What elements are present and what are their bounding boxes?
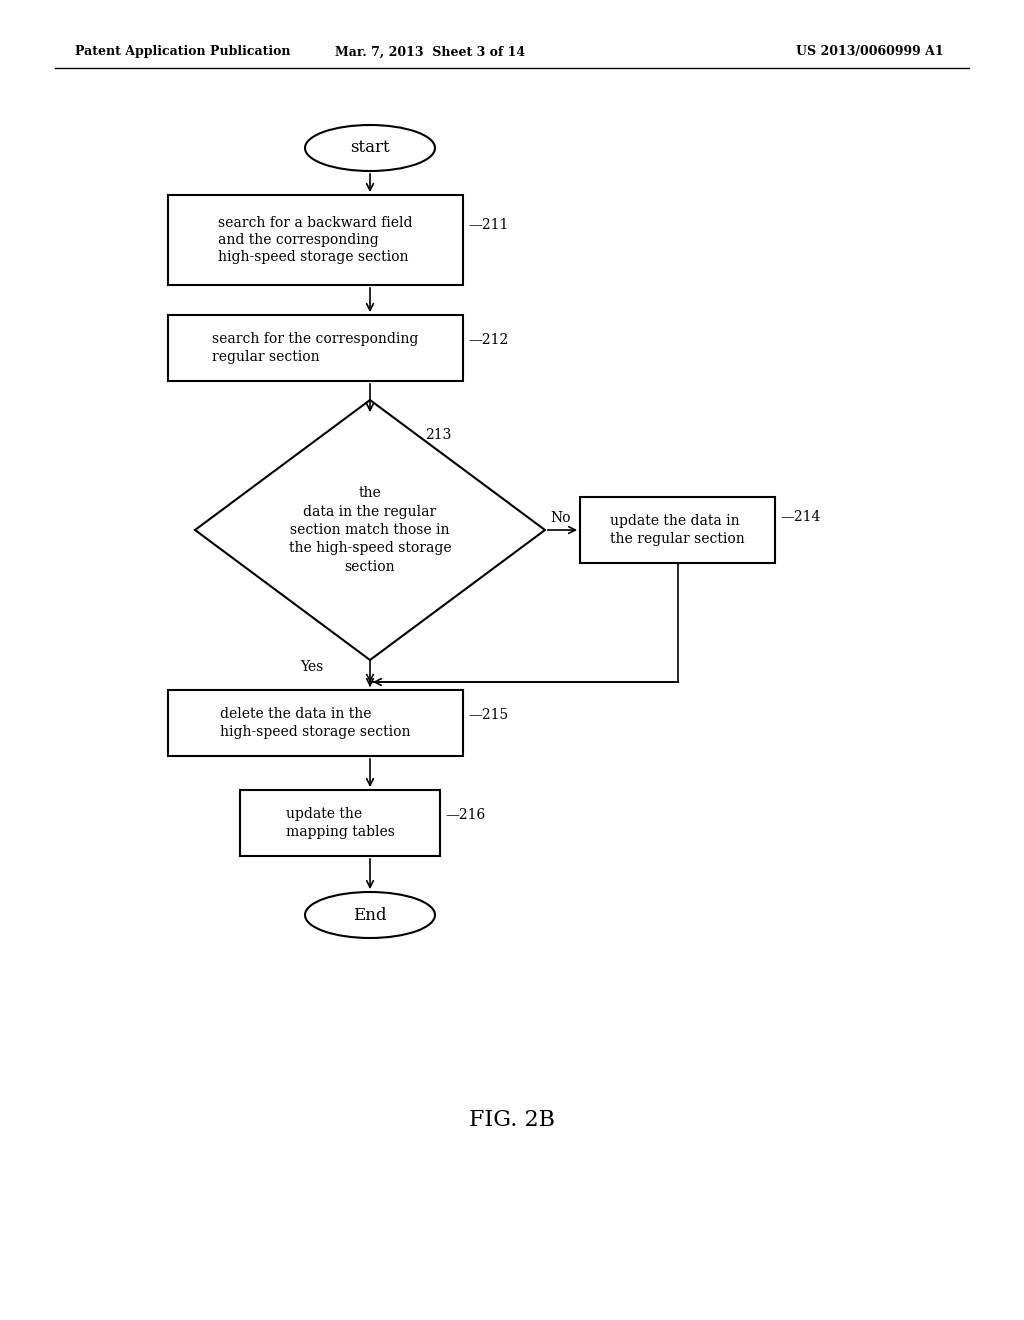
Text: —211: —211 [468,218,508,232]
Text: End: End [353,907,387,924]
Text: Patent Application Publication: Patent Application Publication [75,45,291,58]
Text: US 2013/0060999 A1: US 2013/0060999 A1 [797,45,944,58]
Text: the
data in the regular
section match those in
the high-speed storage
section: the data in the regular section match th… [289,486,452,574]
Text: —215: —215 [468,708,508,722]
Bar [168,690,463,756]
Text: —216: —216 [445,808,485,822]
Text: update the data in
the regular section: update the data in the regular section [610,515,744,545]
Text: Mar. 7, 2013  Sheet 3 of 14: Mar. 7, 2013 Sheet 3 of 14 [335,45,525,58]
Bar [168,195,463,285]
Text: start: start [350,140,390,157]
Ellipse shape [305,892,435,939]
Polygon shape [195,400,545,660]
Text: delete the data in the
high-speed storage section: delete the data in the high-speed storag… [220,708,411,739]
Text: FIG. 2B: FIG. 2B [469,1109,555,1131]
Text: Yes: Yes [300,660,324,675]
Ellipse shape [305,125,435,172]
Text: search for a backward field
and the corresponding
high-speed storage section: search for a backward field and the corr… [218,215,413,264]
Text: —214: —214 [780,510,820,524]
Text: 213: 213 [425,428,452,442]
Text: No: No [550,511,570,525]
Text: search for the corresponding
regular section: search for the corresponding regular sec… [212,333,419,363]
Text: update the
mapping tables: update the mapping tables [286,808,394,838]
Bar [240,789,440,855]
Bar [580,498,775,564]
Text: —212: —212 [468,333,508,347]
Bar [168,315,463,381]
